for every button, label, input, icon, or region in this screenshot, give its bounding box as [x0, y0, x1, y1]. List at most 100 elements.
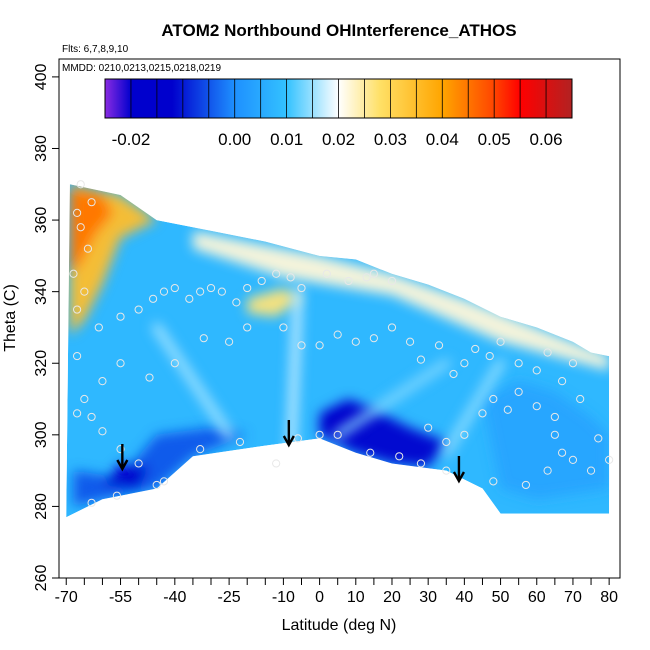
down-arrow: [452, 456, 465, 484]
sample-point: [532, 402, 541, 411]
sample-point: [196, 287, 205, 296]
sample-point: [297, 341, 306, 350]
y-axis: 260 280 300 320 340 360 380 400: [33, 63, 59, 591]
sample-point: [594, 434, 603, 443]
sample-point: [550, 430, 559, 439]
chart-title: ATOM2 Northbound OHInterference_ATHOS: [161, 21, 516, 40]
sample-point: [72, 351, 82, 361]
sample-point: [235, 437, 245, 447]
x-tick-label: 80: [600, 589, 618, 606]
sample-point: [83, 244, 93, 253]
sample-point: [514, 359, 523, 368]
x-tick-label: -25: [218, 589, 241, 606]
sample-point: [149, 294, 158, 303]
sample-point: [543, 348, 552, 357]
sample-point: [87, 412, 96, 422]
sample-point: [568, 359, 578, 368]
sample-point: [503, 405, 512, 414]
dates-annotation: MMDD: 0210,0213,0215,0218,0219: [62, 63, 221, 74]
sample-point: [586, 466, 596, 475]
sample-point: [225, 337, 234, 346]
x-tick-label: 60: [528, 589, 546, 606]
sample-point: [72, 208, 82, 218]
cold-region: [102, 463, 150, 489]
flights-annotation: Flts: 6,7,8,9,10: [62, 44, 129, 55]
sample-point: [185, 294, 194, 303]
y-tick-label: 400: [33, 63, 50, 90]
sample-point: [333, 430, 342, 439]
x-tick-label: 10: [347, 589, 365, 606]
sample-point: [405, 337, 415, 346]
sample-point: [243, 323, 252, 332]
sample-point: [369, 269, 378, 278]
x-tick-label: 30: [419, 589, 437, 606]
sample-point: [485, 351, 494, 361]
sample-point: [243, 283, 252, 293]
sample-point: [568, 455, 578, 464]
sample-point: [543, 466, 552, 475]
x-tick-label: 40: [455, 589, 473, 606]
sample-point: [293, 434, 302, 443]
colorbar-tick-label: 0.04: [426, 130, 459, 149]
sample-point: [532, 366, 541, 375]
sample-point: [145, 373, 154, 382]
sample-point: [460, 359, 469, 368]
warm-region: [69, 187, 114, 274]
colorbar-tick-label: 0.03: [374, 130, 407, 149]
sample-point: [344, 276, 353, 286]
sample-point: [152, 480, 161, 490]
x-tick-label: 0: [315, 589, 324, 606]
streak: [441, 358, 506, 458]
sample-point: [315, 430, 324, 439]
sample-point: [460, 430, 469, 439]
sample-point: [576, 394, 585, 404]
y-axis-label: Theta (C): [2, 284, 19, 352]
sample-point: [206, 283, 216, 293]
down-arrow: [282, 420, 295, 448]
y-tick-label: 340: [33, 278, 50, 305]
sample-point: [232, 298, 241, 307]
sample-point: [98, 427, 107, 436]
sample-point: [496, 337, 505, 346]
sample-point: [416, 459, 426, 468]
sample-point: [366, 448, 375, 457]
arrow-head: [116, 459, 129, 472]
y-tick-label: 360: [33, 207, 50, 234]
colorbar-tick-label: 0.06: [530, 130, 563, 149]
plot-frame: [58, 58, 621, 579]
sample-point: [297, 283, 306, 293]
sample-point: [521, 480, 530, 490]
sample-point: [449, 369, 458, 379]
sample-point: [416, 355, 426, 364]
sample-point: [442, 466, 451, 475]
sample-point: [112, 491, 122, 500]
colorbar-tick-label: -0.02: [112, 130, 151, 149]
colorbar-tick-label: 0.01: [270, 130, 303, 149]
sample-point: [279, 323, 288, 332]
arrows: [116, 420, 465, 484]
sample-point: [87, 198, 96, 207]
sample-point: [471, 344, 480, 354]
arrow-head: [282, 435, 295, 448]
sample-point: [116, 312, 125, 321]
colorbar-dividers: [130, 79, 547, 118]
sample-point: [134, 459, 143, 468]
data-field: [66, 184, 610, 518]
y-tick-label: 280: [33, 493, 50, 520]
sample-point: [98, 377, 107, 386]
y-tick-label: 300: [33, 421, 50, 448]
y-tick-label: 380: [33, 135, 50, 162]
colorbar-tick-label: 0.00: [218, 130, 251, 149]
sample-point: [434, 341, 444, 350]
x-tick-label: -55: [109, 589, 132, 606]
sample-point: [134, 305, 143, 314]
streak: [152, 322, 234, 440]
sample-point: [257, 276, 266, 286]
sample-point: [489, 394, 498, 404]
x-tick-label: 20: [383, 589, 401, 606]
sample-point: [333, 330, 342, 339]
sample-points: [69, 180, 614, 507]
sample-point: [199, 334, 208, 343]
streak: [286, 287, 303, 468]
